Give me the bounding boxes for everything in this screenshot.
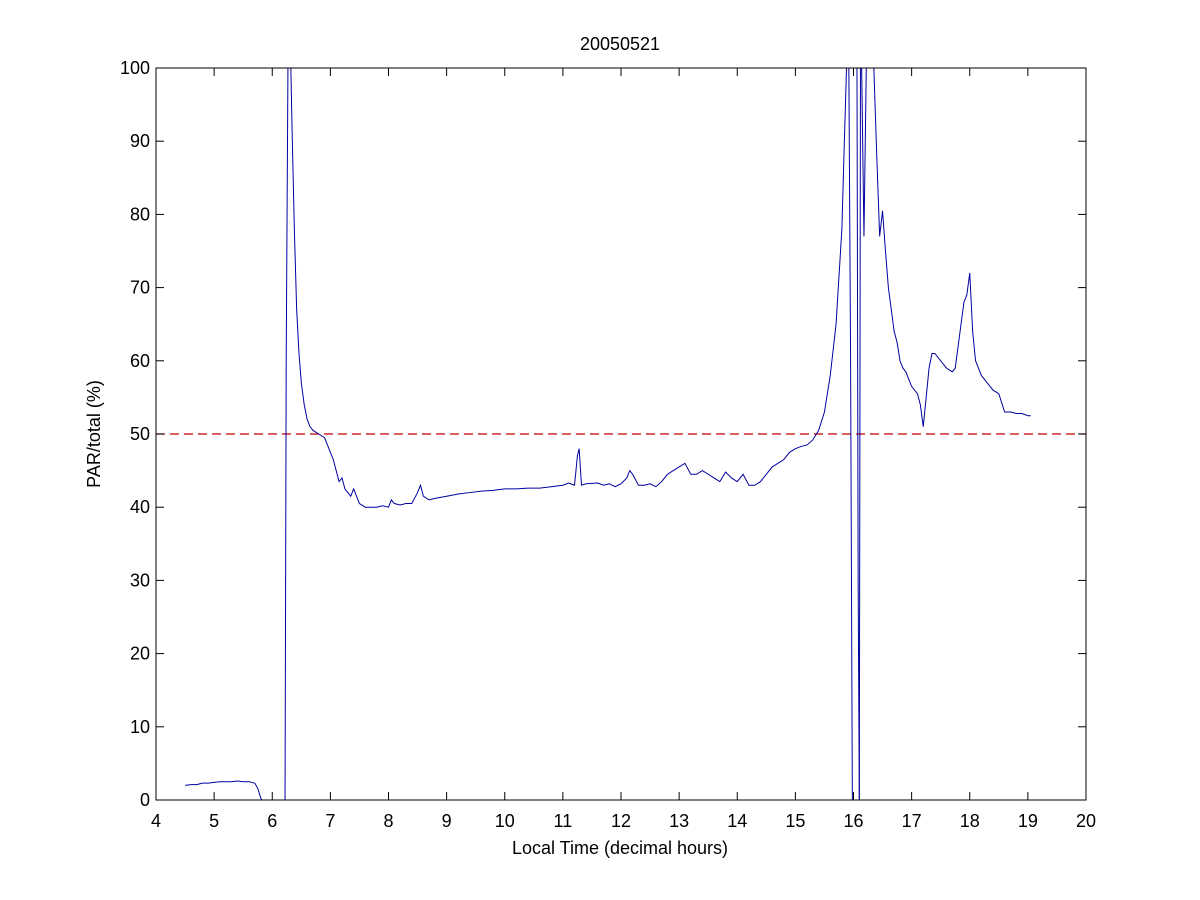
y-axis-label: PAR/total (%) — [84, 380, 104, 488]
x-tick-label: 4 — [151, 811, 161, 831]
y-tick-label: 80 — [130, 204, 150, 224]
x-tick-label: 6 — [267, 811, 277, 831]
x-tick-label: 10 — [495, 811, 515, 831]
chart-title: 20050521 — [580, 34, 660, 54]
x-tick-label: 7 — [325, 811, 335, 831]
x-axis-label: Local Time (decimal hours) — [512, 838, 728, 858]
y-tick-label: 60 — [130, 351, 150, 371]
x-tick-label: 17 — [902, 811, 922, 831]
y-tick-label: 90 — [130, 131, 150, 151]
x-tick-label: 15 — [785, 811, 805, 831]
x-tick-label: 9 — [442, 811, 452, 831]
y-tick-label: 40 — [130, 497, 150, 517]
x-tick-label: 13 — [669, 811, 689, 831]
y-tick-label: 70 — [130, 278, 150, 298]
plot-area: 4 5 6 7 8 9 10 11 12 13 14 15 16 17 18 19 20 0 10 20 30 40 50 6… — [120, 58, 1096, 831]
series-line-segment — [284, 68, 289, 800]
x-tick-label: 5 — [209, 811, 219, 831]
series-line-segment — [848, 68, 853, 800]
y-tick-label: 10 — [130, 717, 150, 737]
x-tick-label: 16 — [843, 811, 863, 831]
y-tick-label: 20 — [130, 644, 150, 664]
x-tick-label: 19 — [1018, 811, 1038, 831]
x-tick-label: 14 — [727, 811, 747, 831]
series-line-segment — [184, 780, 263, 800]
y-tick-label: 100 — [120, 58, 150, 78]
x-tick-label: 8 — [383, 811, 393, 831]
series-line-segment — [290, 68, 848, 508]
y-tick-label: 0 — [140, 790, 150, 810]
series-line-segment — [861, 68, 867, 237]
x-tick-label: 12 — [611, 811, 631, 831]
y-tick-label: 30 — [130, 570, 150, 590]
x-tick-label: 11 — [554, 811, 573, 831]
x-tick-label: 20 — [1076, 811, 1096, 831]
series-line-segment — [853, 68, 860, 800]
series-line-segment — [873, 68, 1031, 427]
y-tick-label: 50 — [130, 424, 150, 444]
x-tick-label: 18 — [960, 811, 980, 831]
series-line-segment — [858, 68, 861, 800]
